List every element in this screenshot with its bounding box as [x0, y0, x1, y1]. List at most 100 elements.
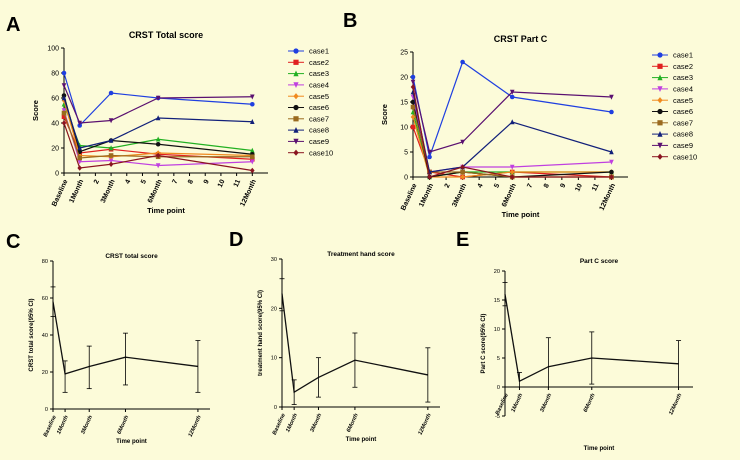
data-point [250, 94, 255, 100]
legend-label: case1 [673, 51, 693, 60]
data-point [108, 137, 114, 143]
legend-item: case1 [288, 47, 329, 56]
y-tick-label: 60 [42, 296, 48, 302]
legend: case1 case2 case3 case4 case5 case6 case7 case8… [652, 51, 697, 161]
x-tick-label: 1Month [68, 179, 85, 205]
x-tick-label: 7 [171, 179, 179, 186]
legend-label: case6 [673, 107, 693, 116]
x-tick-label: 3Month [80, 414, 94, 435]
data-point [427, 174, 432, 180]
x-tick-label: 9 [203, 179, 211, 186]
chart-title: CRST total score [105, 253, 158, 260]
legend-item: case4 [652, 85, 693, 94]
panel-a: A CRST Total score 0 20 40 60 80 100 Baseline1Mo… [6, 14, 333, 215]
x-tick-label: Baseline [400, 183, 419, 212]
series-line [412, 91, 612, 173]
panel-b: B CRST Part C 0 5 10 15 20 25 Baseline 1Month 2 3Mo… [343, 10, 697, 219]
y-tick-label: 60 [51, 95, 59, 102]
legend-marker [657, 74, 663, 81]
legend-label: case6 [309, 103, 329, 112]
series-case9 [61, 83, 255, 126]
legend-item: case7 [288, 114, 329, 123]
data-point [609, 109, 614, 115]
series-mean [502, 282, 682, 388]
x-tick-label: 8 [187, 179, 195, 186]
series-case10 [61, 120, 255, 174]
legend-item: case5 [652, 96, 693, 105]
legend-label: case4 [309, 81, 329, 90]
x-tick-label: 12Month [599, 183, 618, 212]
data-point [250, 159, 255, 165]
legend-marker [293, 93, 299, 100]
legend-item: case3 [652, 73, 693, 82]
data-point [509, 174, 515, 180]
legend-marker [293, 59, 299, 65]
data-point [77, 155, 82, 161]
data-point [509, 89, 515, 95]
y-tick-label: 100 [47, 45, 59, 52]
x-tick-label: 3Month [100, 179, 117, 205]
data-point [61, 83, 67, 89]
x-tick-label: 10 [217, 179, 227, 189]
legend-label: case7 [673, 118, 693, 127]
x-tick-label: 7 [526, 183, 534, 190]
x-axis-label: Time point [502, 210, 540, 219]
series-line [412, 96, 612, 173]
y-tick-label: 20 [51, 145, 59, 152]
legend-item: case8 [288, 126, 329, 135]
data-point [509, 169, 515, 175]
legend-label: case5 [309, 92, 329, 101]
y-tick-label: 30 [271, 257, 277, 263]
data-point [609, 149, 614, 155]
data-point [460, 59, 465, 65]
chart-title: Part C score [580, 258, 619, 265]
x-tick-label: 1Month [510, 392, 524, 413]
data-point [155, 141, 161, 147]
legend-item: case2 [288, 58, 329, 67]
data-point [155, 115, 161, 121]
legend-label: case8 [673, 130, 693, 139]
y-tick-label: 10 [494, 327, 500, 333]
y-tick-label: 20 [494, 269, 500, 275]
legend-marker [657, 52, 663, 58]
x-tick-label: Baseline [51, 179, 70, 208]
series-case1 [410, 59, 614, 160]
panel-e: E Part C score -5 0 5 10 15 20 Baseline 1Month 3Mo… [456, 229, 693, 452]
x-tick-label: 2 [93, 179, 101, 186]
y-axis-label: treatment hand score(95% CI) [257, 290, 264, 376]
legend-label: case2 [673, 62, 693, 71]
data-point [155, 136, 161, 142]
data-point [609, 94, 614, 100]
legend-label: case3 [673, 73, 693, 82]
legend-item: case6 [652, 107, 693, 116]
series-case10 [410, 84, 614, 180]
series-mean [50, 286, 201, 393]
x-tick-label: 6Month [147, 179, 164, 205]
data-point [108, 90, 114, 96]
panel-letter: D [229, 229, 243, 251]
panel-letter: E [456, 229, 469, 251]
legend-marker [293, 82, 299, 88]
panel-letter: B [343, 10, 357, 32]
x-tick-label: 9 [559, 183, 567, 190]
y-axis-label: CRST total score(95% CI) [28, 298, 35, 371]
y-tick-label: 5 [404, 149, 408, 156]
x-tick-label: 11 [591, 183, 601, 193]
x-tick-label: 5 [493, 183, 501, 190]
series-line [63, 100, 253, 158]
data-point [509, 119, 515, 125]
y-axis-label: Score [31, 100, 40, 121]
data-point [108, 145, 114, 151]
legend-label: case1 [309, 47, 329, 56]
x-tick-label: 12Month [418, 412, 433, 436]
panel-letter: C [6, 231, 20, 253]
legend-marker [293, 138, 299, 145]
legend-label: case3 [309, 69, 329, 78]
panel-d: D Treatment hand score 0 10 20 30 Baseline1Mon… [229, 229, 440, 443]
y-tick-label: 10 [271, 356, 277, 362]
data-point [460, 164, 465, 170]
series-case9 [410, 79, 614, 155]
data-point [61, 120, 67, 126]
x-tick-label: 1Month [285, 412, 299, 433]
legend-label: case5 [673, 96, 693, 105]
